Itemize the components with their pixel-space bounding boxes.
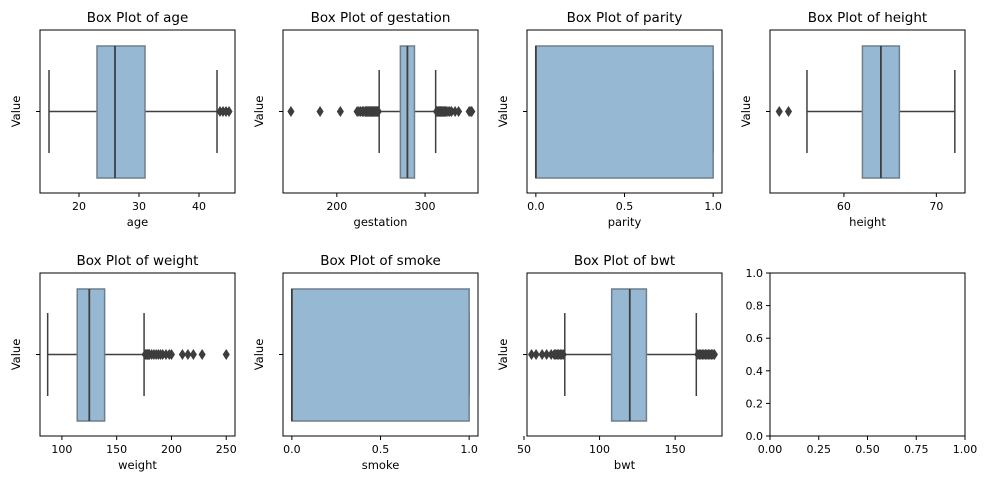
iqr-box xyxy=(96,45,146,179)
x-axis-label: bwt xyxy=(614,458,636,472)
x-tick-label: 0.5 xyxy=(372,443,390,456)
x-tick-label: 200 xyxy=(326,200,347,213)
panel-title: Box Plot of height xyxy=(808,10,927,26)
outlier-point xyxy=(225,105,233,118)
x-axis-label: smoke xyxy=(362,458,400,472)
x-tick-label: 0.25 xyxy=(807,443,832,456)
y-tick-label: 0.4 xyxy=(746,365,764,378)
outlier-point xyxy=(198,348,206,361)
x-tick-label: 150 xyxy=(665,443,686,456)
x-tick-label: 100 xyxy=(51,443,72,456)
outlier-point xyxy=(468,105,476,118)
outlier-point xyxy=(710,348,718,361)
y-tick-label: 0.0 xyxy=(746,430,764,443)
axes-frame xyxy=(39,29,236,194)
outlier-point xyxy=(222,348,230,361)
y-tick-label: 0.2 xyxy=(746,397,764,410)
outlier-point xyxy=(287,105,295,118)
y-tick-label: 0.8 xyxy=(746,300,764,313)
outlier-point xyxy=(336,105,344,118)
x-axis-label: weight xyxy=(118,458,157,472)
x-tick-label: 1.0 xyxy=(460,443,478,456)
x-tick-label: 60 xyxy=(837,200,851,213)
x-tick-label: 0.00 xyxy=(758,443,783,456)
panel-title: Box Plot of smoke xyxy=(320,253,441,269)
y-tick-label: 1.0 xyxy=(746,267,764,280)
x-tick-label: 50 xyxy=(517,443,531,456)
axes-frame xyxy=(769,29,966,194)
x-tick-label: 70 xyxy=(929,200,943,213)
x-tick-label: 1.0 xyxy=(704,200,722,213)
x-tick-label: 0.75 xyxy=(904,443,929,456)
x-tick-label: 100 xyxy=(589,443,610,456)
x-tick-label: 0.5 xyxy=(616,200,634,213)
outlier-point xyxy=(374,105,382,118)
x-tick-label: 200 xyxy=(161,443,182,456)
y-tick-label: 0.6 xyxy=(746,332,764,345)
x-axis-label: age xyxy=(127,215,148,229)
x-axis-label: gestation xyxy=(354,215,408,229)
x-tick-label: 20 xyxy=(72,200,86,213)
y-axis-label: Value xyxy=(9,339,23,371)
x-tick-label: 250 xyxy=(216,443,237,456)
outlier-point xyxy=(559,348,567,361)
axes-frame xyxy=(526,272,723,437)
outlier-point xyxy=(178,348,186,361)
x-axis-label: parity xyxy=(608,215,642,229)
x-tick-label: 0.0 xyxy=(527,200,545,213)
outlier-point xyxy=(775,105,783,118)
x-tick-label: 30 xyxy=(132,200,146,213)
x-tick-label: 1.00 xyxy=(953,443,978,456)
y-axis-label: Value xyxy=(496,339,510,371)
y-axis-label: Value xyxy=(252,339,266,371)
y-axis-label: Value xyxy=(252,96,266,128)
outlier-point xyxy=(316,105,324,118)
axes-frame xyxy=(39,272,236,437)
iqr-box xyxy=(76,288,106,422)
panel-title: Box Plot of gestation xyxy=(311,10,451,26)
outlier-point xyxy=(167,348,176,361)
x-tick-label: 300 xyxy=(415,200,436,213)
outlier-point xyxy=(784,105,793,118)
panel-title: Box Plot of parity xyxy=(567,10,683,26)
x-tick-label: 0.50 xyxy=(855,443,880,456)
outlier-point xyxy=(189,348,197,361)
x-tick-label: 150 xyxy=(106,443,127,456)
outlier-point xyxy=(455,105,463,118)
panel-title: Box Plot of weight xyxy=(77,253,199,269)
iqr-box xyxy=(535,45,714,179)
y-axis-label: Value xyxy=(9,96,23,128)
y-axis-label: Value xyxy=(496,96,510,128)
panel-title: Box Plot of age xyxy=(87,10,189,26)
x-tick-label: 40 xyxy=(192,200,206,213)
panel-title: Box Plot of bwt xyxy=(574,253,675,269)
outlier-point xyxy=(184,348,192,361)
outlier-point xyxy=(532,348,540,361)
y-axis-label: Value xyxy=(739,96,753,128)
axes-frame xyxy=(282,29,479,194)
x-axis-label: height xyxy=(849,215,886,229)
x-tick-label: 0.0 xyxy=(283,443,301,456)
axes-frame xyxy=(769,272,966,437)
iqr-box xyxy=(291,288,470,422)
